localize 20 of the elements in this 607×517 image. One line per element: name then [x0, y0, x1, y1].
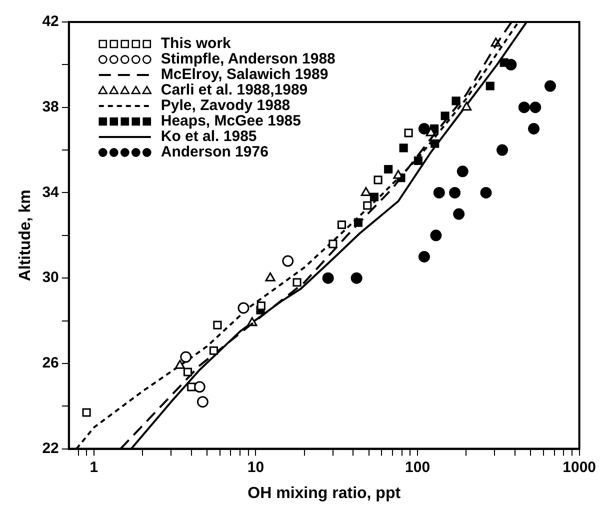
- y-tick-label: 26: [42, 354, 59, 372]
- y-tick-label: 22: [42, 440, 59, 457]
- y-tick-label: 34: [42, 184, 60, 201]
- legend-label: Ko et al. 1985: [160, 128, 257, 146]
- legend-label: Anderson 1976: [160, 144, 268, 161]
- y-axis-title: Altitude, km: [17, 190, 34, 282]
- legend-label: Pyle, Zavody 1988: [160, 97, 290, 114]
- legend-label: McElroy, Salawich 1989: [160, 66, 328, 84]
- legend-label: This work: [160, 35, 232, 52]
- y-tick-label: 38: [42, 98, 59, 116]
- x-tick-label: 1: [90, 458, 98, 476]
- x-tick-label: 10: [247, 458, 264, 476]
- legend-label: Carli et al. 1988,1989: [160, 82, 308, 99]
- y-tick-label: 30: [42, 269, 59, 286]
- y-tick-label: 42: [42, 13, 59, 30]
- legend-label: Heaps, McGee 1985: [160, 112, 301, 130]
- legend-label: Stimpfle, Anderson 1988: [160, 50, 336, 68]
- x-axis-title: OH mixing ratio, ppt: [248, 484, 402, 502]
- x-tick-label: 100: [405, 458, 430, 476]
- x-tick-label: 1000: [562, 458, 596, 476]
